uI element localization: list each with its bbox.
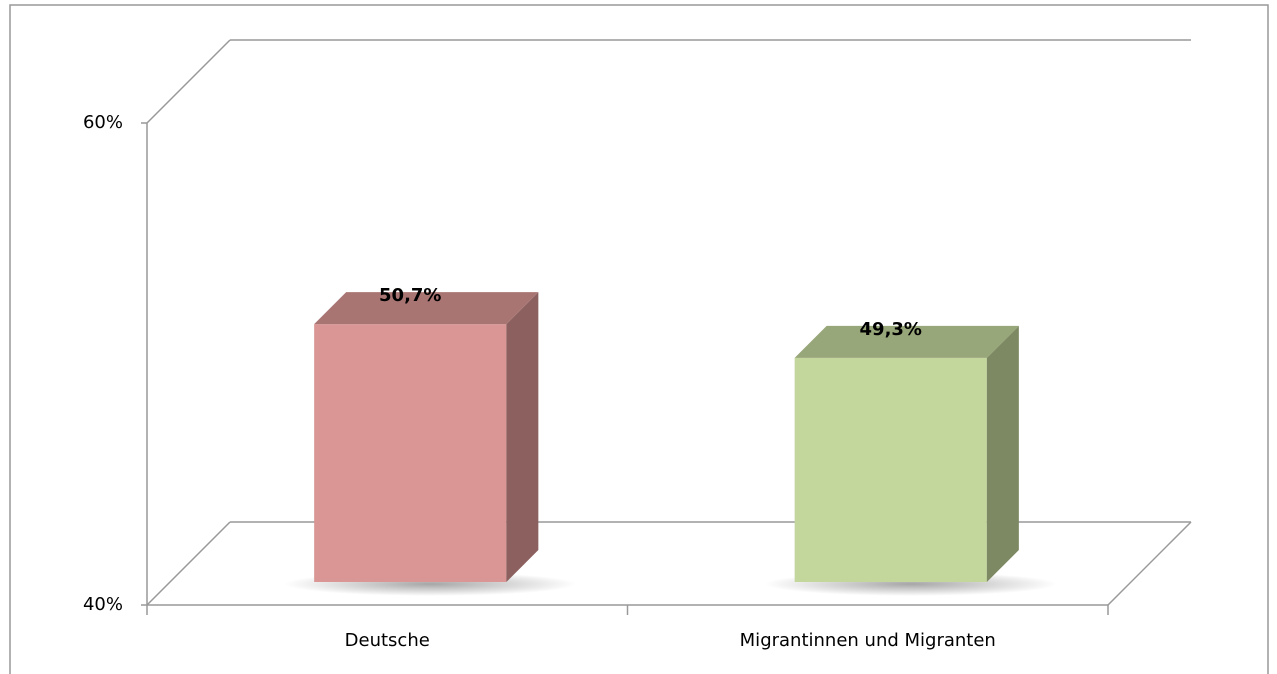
x-tick-label: Migrantinnen und Migranten	[740, 630, 996, 651]
y-tick-label: 60%	[83, 112, 123, 133]
bar-top	[794, 325, 1019, 358]
data-label: 49,3%	[860, 319, 922, 340]
chart-frame	[9, 4, 1269, 674]
y-tick-label: 40%	[83, 594, 123, 615]
floor-edge	[1107, 521, 1192, 606]
bar-front	[314, 324, 507, 582]
floor-edge	[146, 521, 231, 606]
grid-line	[146, 39, 231, 124]
bar-top	[314, 292, 539, 325]
bar-front	[794, 357, 987, 582]
bar-side	[986, 325, 1019, 582]
bar-side	[506, 292, 539, 582]
data-label: 50,7%	[379, 285, 441, 306]
x-tick-label: Deutsche	[345, 630, 430, 651]
